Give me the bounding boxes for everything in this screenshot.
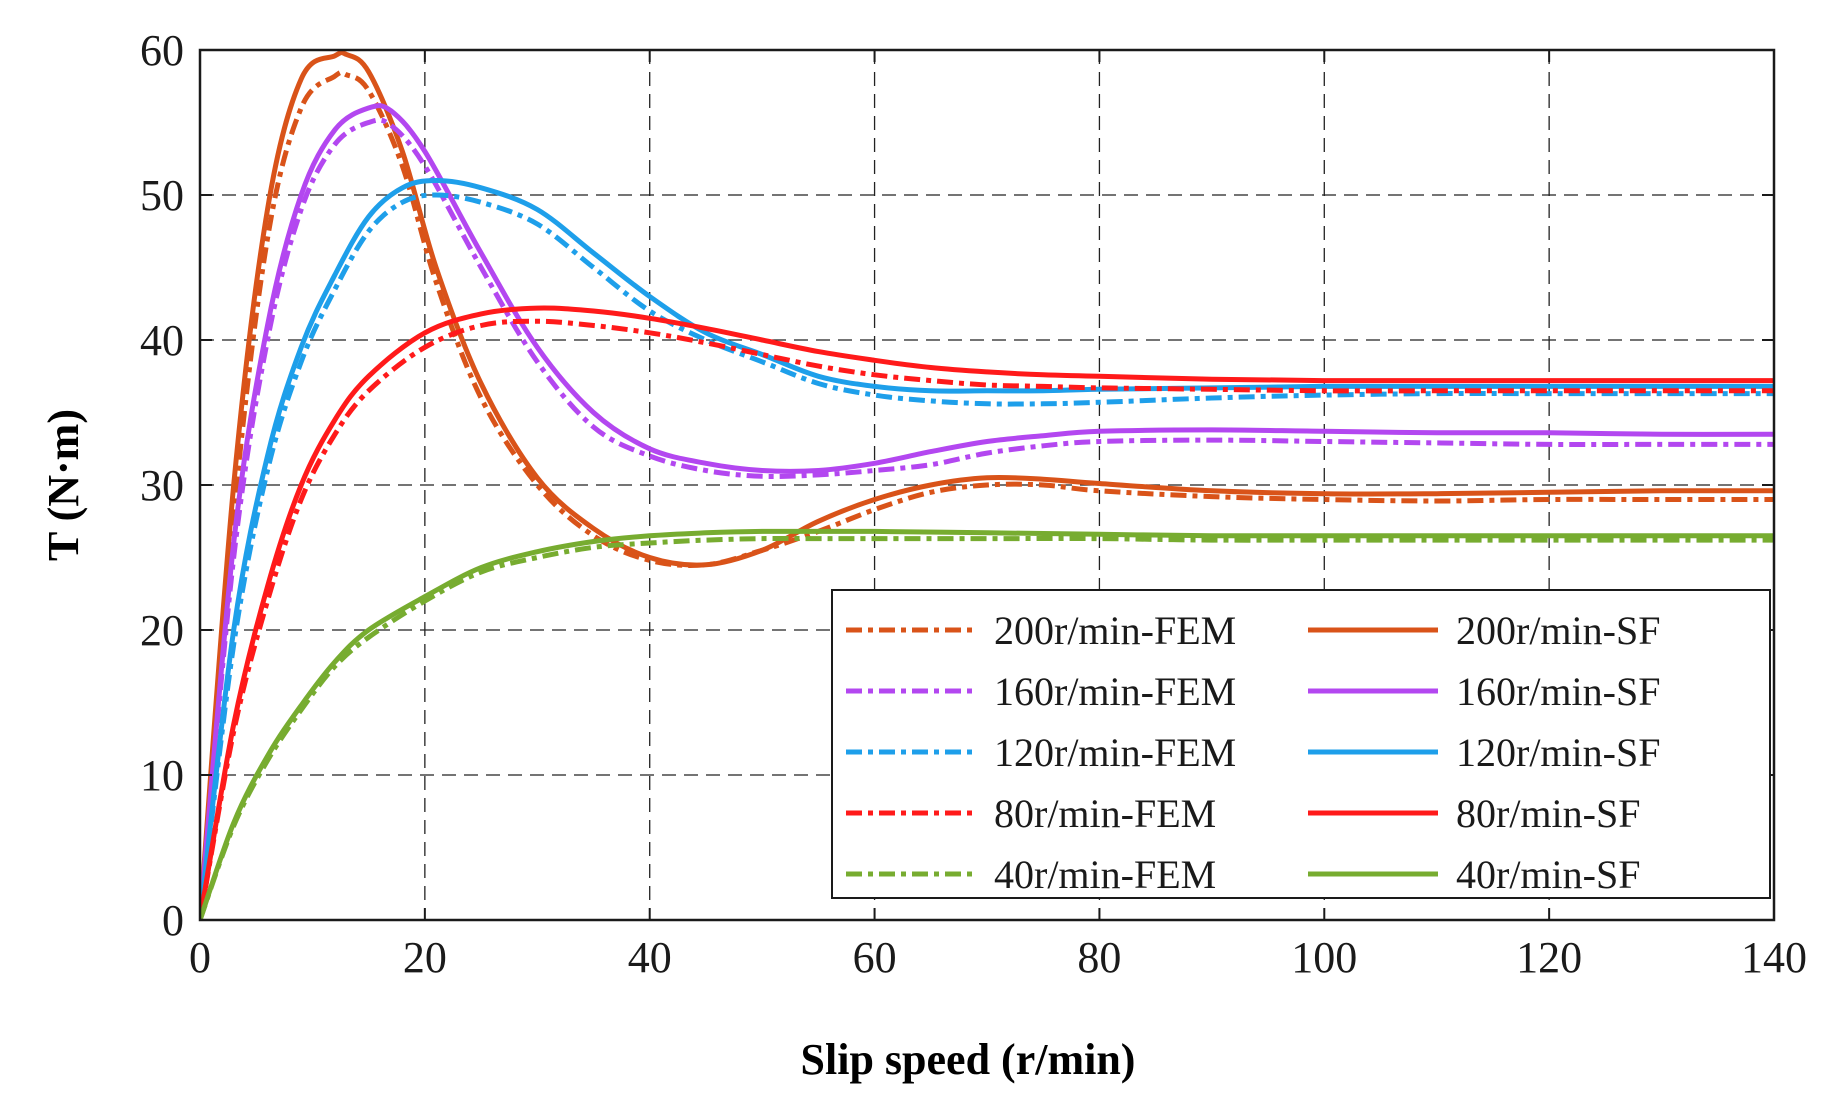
series-line-120r-min-sf <box>200 178 1774 920</box>
series-line-40r-min-sf <box>200 528 1774 920</box>
x-axis-title: Slip speed (r/min) <box>801 1035 1136 1084</box>
legend-label: 120r/min-SF <box>1456 730 1660 775</box>
y-tick-label: 40 <box>140 316 184 365</box>
y-tick-label: 20 <box>140 606 184 655</box>
legend-label: 160r/min-FEM <box>994 669 1236 714</box>
x-tick-label: 20 <box>403 933 447 982</box>
x-tick-label: 60 <box>853 933 897 982</box>
x-tick-label: 120 <box>1516 933 1582 982</box>
x-tick-label: 0 <box>189 933 211 982</box>
axis-ticks: 0 20 40 60 80 100 120 140 0 10 20 30 40 50 60 <box>140 26 1807 982</box>
x-tick-label: 40 <box>628 933 672 982</box>
legend-label: 200r/min-SF <box>1456 608 1660 653</box>
x-tick-label: 80 <box>1077 933 1121 982</box>
series-line-40r-min-fem <box>200 536 1774 920</box>
series-line-200r-min-fem <box>200 69 1774 920</box>
series-layer <box>200 50 1774 920</box>
legend-label: 200r/min-FEM <box>994 608 1236 653</box>
series-line-200r-min-sf <box>200 50 1774 920</box>
legend-label: 40r/min-FEM <box>994 852 1216 897</box>
legend-box <box>831 589 1771 899</box>
legend-label: 80r/min-SF <box>1456 791 1640 836</box>
legend-label: 40r/min-SF <box>1456 852 1640 897</box>
series-line-160r-min-sf <box>200 103 1774 920</box>
y-tick-label: 30 <box>140 461 184 510</box>
legend-label: 160r/min-SF <box>1456 669 1660 714</box>
series-line-80r-min-sf <box>200 305 1774 920</box>
y-tick-label: 50 <box>140 171 184 220</box>
legend: 200r/min-FEM 160r/min-FEM 120r/min-FEM 80r/… <box>831 589 1771 899</box>
y-axis-title: T (N·m) <box>39 409 88 561</box>
series-line-80r-min-fem <box>200 318 1774 920</box>
y-tick-label: 60 <box>140 26 184 75</box>
y-tick-label: 0 <box>162 896 184 945</box>
legend-label: 80r/min-FEM <box>994 791 1216 836</box>
legend-label: 120r/min-FEM <box>994 730 1236 775</box>
x-tick-label: 100 <box>1291 933 1357 982</box>
x-tick-label: 140 <box>1741 933 1807 982</box>
y-tick-label: 10 <box>140 751 184 800</box>
series-line-160r-min-fem <box>200 117 1774 920</box>
